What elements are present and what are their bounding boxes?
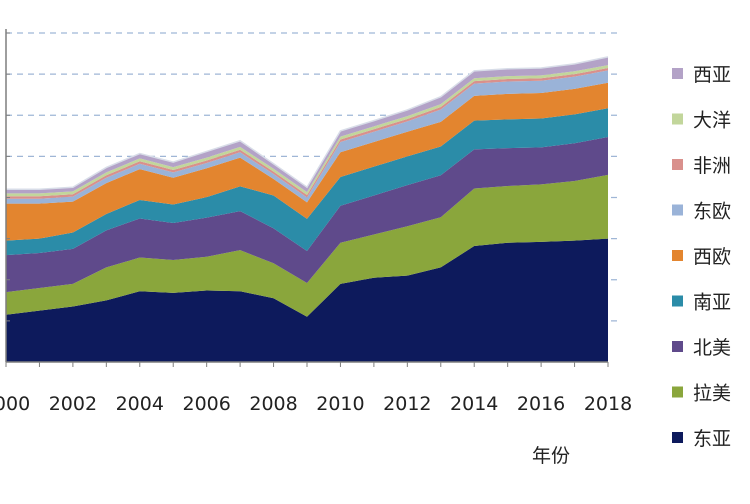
legend-label: 拉美 bbox=[693, 383, 731, 405]
legend-swatch bbox=[672, 432, 683, 443]
legend-swatch bbox=[672, 250, 683, 261]
legend-label: 非洲 bbox=[693, 155, 731, 177]
x-tick-label: 2002 bbox=[49, 393, 97, 415]
legend-swatch bbox=[672, 295, 683, 307]
x-tick-label: 2016 bbox=[517, 393, 565, 415]
x-tick-label: 2018 bbox=[584, 393, 632, 415]
area-东欧 bbox=[6, 70, 608, 204]
x-tick-label: 2012 bbox=[383, 393, 431, 415]
x-tick-label: 2010 bbox=[316, 393, 364, 415]
legend-swatch bbox=[672, 68, 683, 79]
x-tick-label: 2000 bbox=[0, 393, 30, 415]
area-西欧 bbox=[6, 82, 608, 241]
axes bbox=[5, 29, 609, 367]
area-西亚 bbox=[6, 56, 608, 194]
legend-label: 北美 bbox=[693, 337, 731, 359]
area-大洋 bbox=[6, 65, 608, 197]
legend-label: 西亚 bbox=[693, 64, 731, 86]
legend-label: 南亚 bbox=[693, 292, 731, 314]
legend-swatch bbox=[672, 113, 683, 125]
area-南亚 bbox=[6, 108, 608, 256]
area-series-group bbox=[6, 56, 609, 362]
stack-top-outline bbox=[6, 56, 609, 191]
legend-swatch bbox=[672, 341, 683, 352]
legend-swatch bbox=[672, 159, 683, 170]
legend-label: 西欧 bbox=[693, 246, 731, 268]
area-非洲 bbox=[6, 67, 608, 199]
area-北美 bbox=[6, 137, 608, 293]
legend-label: 东亚 bbox=[693, 428, 731, 450]
x-tick-labels: 2000 2002 2004 2006 2008 2010 2012 2014 2016 2018 bbox=[0, 393, 632, 415]
legend-label: 东欧 bbox=[693, 201, 731, 223]
x-tick-label: 2014 bbox=[450, 393, 498, 415]
legend-swatch bbox=[672, 204, 683, 216]
area-拉美 bbox=[6, 174, 608, 317]
legend-label: 大洋 bbox=[693, 110, 731, 132]
legend-swatch bbox=[672, 386, 683, 398]
x-tick-label: 2008 bbox=[249, 393, 297, 415]
area-东亚 bbox=[6, 238, 608, 362]
x-tick-label: 2004 bbox=[116, 393, 164, 415]
x-tick-label: 2006 bbox=[182, 393, 230, 415]
x-axis-label: 年份 bbox=[532, 445, 570, 467]
